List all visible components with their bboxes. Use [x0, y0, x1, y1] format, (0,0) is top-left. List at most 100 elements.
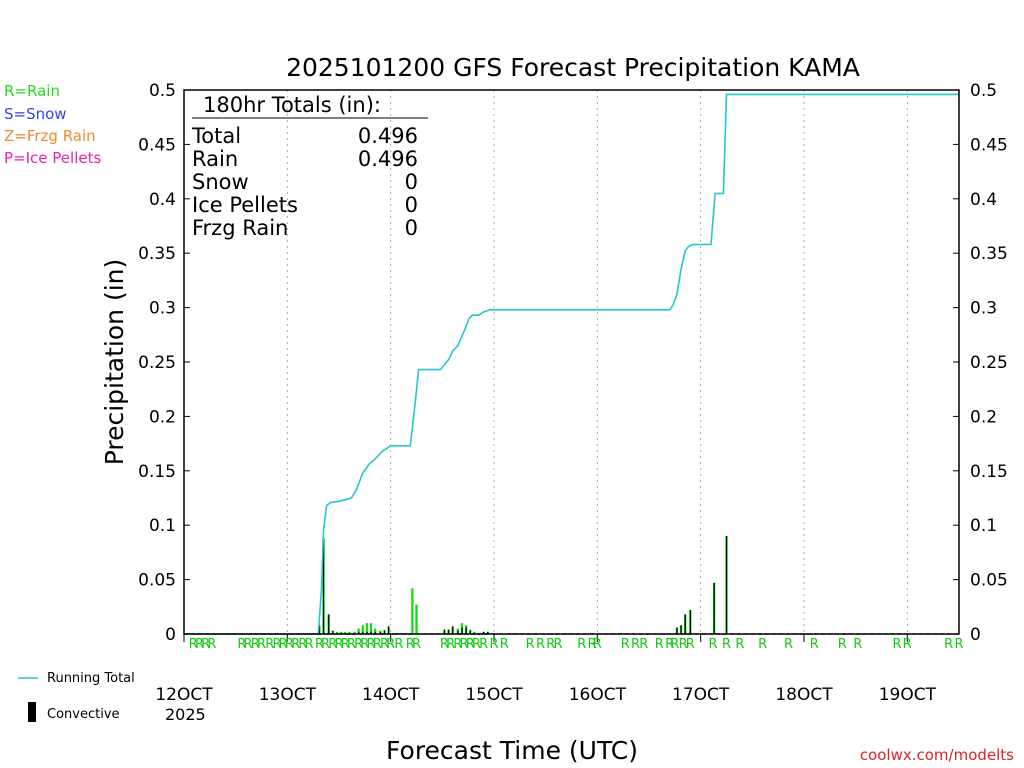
- convective-bar: [452, 626, 454, 634]
- vertical-gridlines: [286, 90, 908, 634]
- y-tick-label-right: 0.3: [970, 299, 997, 319]
- y-tick-label-right: 0.25: [970, 353, 1008, 373]
- rain-type-marker: R: [272, 637, 281, 652]
- rain-type-marker: R: [479, 637, 488, 652]
- rain-type-marker: R: [386, 637, 395, 652]
- y-tick-label-right: 0.05: [970, 571, 1008, 591]
- source-credit: coolwx.com/modelts: [860, 746, 1014, 764]
- rain-type-marker: R: [621, 637, 630, 652]
- convective-bar: [332, 630, 334, 634]
- rain-type-marker: R: [536, 637, 545, 652]
- rain-type-marker: R: [207, 637, 216, 652]
- rain-bar: [365, 623, 369, 634]
- convective-bar: [713, 582, 715, 634]
- rain-type-marker: R: [588, 637, 597, 652]
- rain-type-marker: R: [526, 637, 535, 652]
- x-tick-label: 18OCT: [775, 685, 833, 705]
- totals-row-label: Ice Pellets: [192, 193, 298, 217]
- rain-type-marker: R: [298, 637, 307, 652]
- y-tick-label-left: 0.45: [138, 135, 176, 155]
- rain-type-marker: R: [265, 637, 274, 652]
- rain-type-marker: R: [328, 637, 337, 652]
- totals-row-value: 0.496: [358, 124, 418, 148]
- y-tick-label-left: 0.35: [138, 244, 176, 264]
- series-legend: Running Total Convective: [18, 671, 135, 722]
- y-axis-ticks: 0 00.05 0.050.1 0.10.15 0.150.2 0.20.25 0.250.…: [138, 81, 1008, 645]
- rain-type-marker: R: [709, 637, 718, 652]
- convective-bar: [465, 627, 467, 634]
- rain-type-marker: R: [237, 637, 246, 652]
- convective-bar: [358, 631, 360, 634]
- convective-bar: [443, 629, 446, 634]
- y-tick-label-right: 0: [970, 625, 981, 645]
- legend-rain: R=Rain: [4, 82, 60, 100]
- totals-row-value: 0.496: [358, 147, 418, 171]
- convective-bar: [370, 631, 372, 634]
- x-axis-ticks: 12OCT 13OCT 14OCT 15OCT 16OCT 17OCT 18OCT 19OCT: [155, 634, 937, 705]
- y-tick-label-left: 0.1: [149, 516, 176, 536]
- convective-bar: [374, 631, 376, 634]
- chart-title: 2025101200 GFS Forecast Precipitation KA…: [286, 53, 860, 82]
- convective-bar: [487, 631, 489, 634]
- rain-type-marker: R: [577, 637, 586, 652]
- convective-bar: [676, 627, 678, 634]
- rain-type-marker: R: [354, 637, 363, 652]
- rain-type-marker: R: [838, 637, 847, 652]
- convective-bar: [379, 631, 381, 634]
- rain-type-marker: R: [903, 637, 912, 652]
- rain-type-marker: R: [412, 637, 421, 652]
- rain-type-marker: R: [373, 637, 382, 652]
- rain-type-marker: R: [195, 637, 204, 652]
- rain-type-marker: R: [446, 637, 455, 652]
- running-total-line: [184, 93, 959, 635]
- convective-bar: [461, 627, 463, 634]
- convective-bar: [362, 631, 364, 634]
- legend-freezing-rain: Z=Frzg Rain: [4, 127, 96, 145]
- rain-bar: [361, 625, 364, 634]
- legend-snow: S=Snow: [4, 105, 67, 123]
- rain-bar: [411, 588, 414, 634]
- y-tick-label-left: 0.4: [149, 190, 176, 210]
- convective-legend-label: Convective: [47, 707, 120, 722]
- y-tick-label-left: 0.5: [149, 81, 176, 101]
- totals-box: 180hr Totals (in): Total 0.496 Rain 0.496 Sn…: [191, 93, 428, 240]
- y-tick-label-right: 0.15: [970, 462, 1008, 482]
- rain-type-marker: R: [380, 637, 389, 652]
- rain-type-marker: R: [406, 637, 415, 652]
- rain-type-marker: R: [665, 637, 674, 652]
- convective-bar: [457, 630, 459, 634]
- y-tick-label-right: 0.35: [970, 244, 1008, 264]
- legend-ice-pellets: P=Ice Pellets: [4, 149, 101, 167]
- totals-row-value: 0: [405, 170, 418, 194]
- rain-type-marker: R: [321, 637, 330, 652]
- rain-type-marker: R: [892, 637, 901, 652]
- rain-type-marker: R: [784, 637, 793, 652]
- y-tick-label-right: 0.1: [970, 516, 997, 536]
- x-tick-label: 14OCT: [362, 685, 420, 705]
- rain-type-marker: R: [593, 637, 602, 652]
- rain-type-marker: R: [670, 637, 679, 652]
- rain-type-marker: R: [631, 637, 640, 652]
- rain-type-marker: R: [453, 637, 462, 652]
- convective-bar: [366, 631, 368, 634]
- y-axis-label: Precipitation (in): [100, 259, 129, 466]
- rain-type-marker: R: [257, 637, 266, 652]
- rain-type-marker: R: [500, 637, 509, 652]
- rain-type-marker: R: [305, 637, 314, 652]
- convective-bar: [447, 629, 450, 634]
- rain-type-marker: R: [554, 637, 563, 652]
- y-tick-label-left: 0: [165, 625, 176, 645]
- convective-bar: [725, 536, 728, 634]
- convective-bar: [388, 626, 390, 634]
- rain-type-marker: R: [341, 637, 350, 652]
- y-tick-label-left: 0.2: [149, 407, 176, 427]
- rain-type-marker: R: [944, 637, 953, 652]
- rain-type-marker: R: [285, 637, 294, 652]
- y-tick-label-right: 0.45: [970, 135, 1008, 155]
- rain-type-marker: R: [334, 637, 343, 652]
- x-tick-label: 17OCT: [672, 685, 730, 705]
- rain-type-marker: R: [655, 637, 664, 652]
- rain-type-marker: R: [546, 637, 555, 652]
